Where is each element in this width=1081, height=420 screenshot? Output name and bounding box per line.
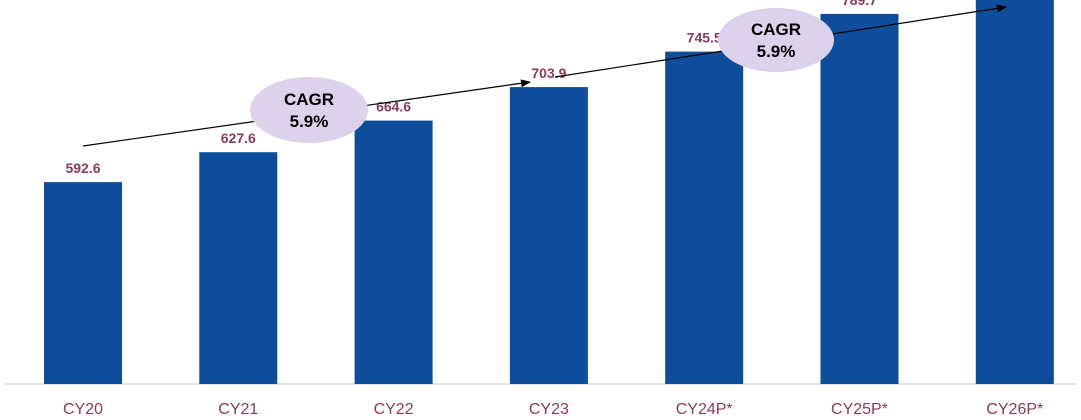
category-label: CY20 [63,401,103,418]
value-label: 789.7 [842,0,877,8]
bar-cy22 [354,120,433,384]
cagr-bubble-right [718,8,834,72]
category-label: CY24P* [676,401,733,418]
category-label: CY25P* [831,401,888,418]
value-label: 627.6 [221,130,256,146]
category-label: CY26P* [986,401,1043,418]
bar-cy24p [665,51,744,384]
cagr-value-right: 5.9% [757,42,796,61]
cagr-label-left: CAGR [284,90,334,109]
category-labels-layer: CY20 CY21 CY22 CY23 CY24P* CY25P* CY26P* [63,401,1043,418]
bar-cy23 [509,87,588,384]
bars-layer [44,0,1054,385]
cagr-annotation-right: CAGR 5.9% [718,8,834,72]
category-label: CY22 [374,401,414,418]
value-label: 592.6 [65,160,100,176]
category-label: CY21 [218,401,258,418]
cagr-annotation-left: CAGR 5.9% [250,77,368,143]
category-label: CY23 [529,401,569,418]
bar-cy20 [44,182,122,384]
bar-cy25p [820,13,899,385]
value-label: 745.5 [687,30,722,46]
bar-cy21 [199,152,278,384]
cagr-label-right: CAGR [751,20,801,39]
cagr-bubble-left [250,77,368,143]
cagr-value-left: 5.9% [290,112,329,131]
bar-cy26p [975,0,1054,385]
value-label: 703.9 [531,65,566,81]
